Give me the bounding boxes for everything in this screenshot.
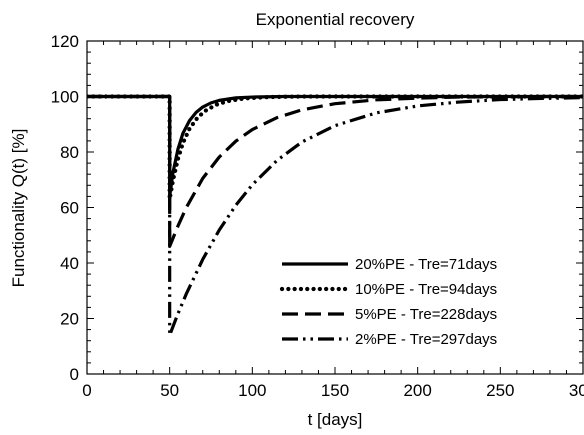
series-line-3	[87, 94, 583, 248]
x-tick-label: 50	[160, 381, 179, 400]
y-tick-label: 60	[60, 199, 79, 218]
plot-frame	[86, 40, 584, 375]
y-tick-label: 40	[60, 254, 79, 273]
x-tick-label: 200	[403, 381, 431, 400]
series-line-1	[87, 94, 583, 198]
series-line-4	[87, 94, 583, 337]
x-tick-label: 0	[82, 381, 91, 400]
chart-title: Exponential recovery	[256, 10, 415, 29]
legend-label-1: 20%PE - Tre=71days	[355, 256, 497, 273]
y-tick-label: 80	[60, 143, 79, 162]
y-tick-label: 0	[70, 365, 79, 384]
x-tick-label: 100	[238, 381, 266, 400]
y-tick-label: 120	[51, 32, 79, 51]
x-tick-label: 250	[486, 381, 514, 400]
x-tick-label: 300	[569, 381, 584, 400]
legend: 20%PE - Tre=71days 10%PE - Tre=94days 5%PE…	[279, 256, 497, 348]
legend-label-2: 10%PE - Tre=94days	[355, 281, 497, 298]
axes: 0 50 100 150 200 250 300 0 20 40 60 80 100 120	[51, 32, 584, 400]
legend-label-4: 2%PE - Tre=297days	[355, 331, 497, 348]
y-axis-title: Functionality Q(t) [%]	[9, 129, 28, 288]
legend-label-3: 5%PE - Tre=228days	[355, 306, 497, 323]
y-tick-label: 20	[60, 310, 79, 329]
x-tick-label: 150	[321, 381, 349, 400]
y-tick-label: 100	[51, 88, 79, 107]
x-axis-title: t [days]	[308, 410, 363, 429]
plot-area	[87, 94, 583, 337]
series-line-2	[87, 94, 583, 202]
